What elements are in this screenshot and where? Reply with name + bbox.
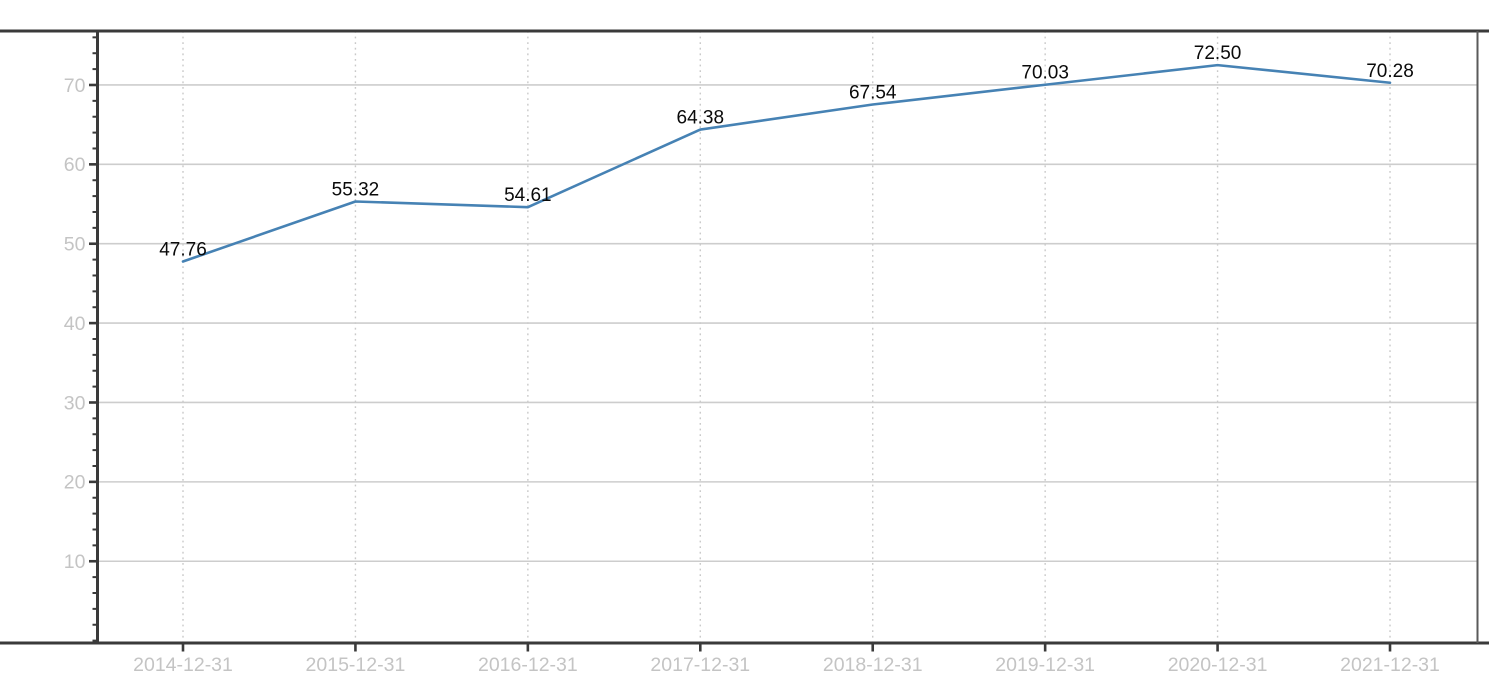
data-point-label: 70.28 [1366, 61, 1414, 82]
y-tick-label: 20 [64, 472, 86, 494]
x-tick-label: 2016-12-31 [478, 654, 578, 676]
x-tick-label: 2021-12-31 [1340, 654, 1440, 676]
y-tick-label: 60 [64, 154, 86, 176]
x-tick-label: 2018-12-31 [823, 654, 923, 676]
x-tick-label: 2014-12-31 [133, 654, 233, 676]
x-tick-label: 2020-12-31 [1168, 654, 1268, 676]
data-point-label: 55.32 [332, 180, 380, 201]
data-point-label: 72.50 [1194, 43, 1242, 64]
data-point-label: 70.03 [1021, 63, 1069, 84]
data-point-label: 54.61 [504, 185, 552, 206]
y-tick-label: 30 [64, 392, 86, 414]
y-tick-label: 70 [64, 75, 86, 97]
y-tick-label: 10 [64, 551, 86, 573]
series-line [181, 63, 1392, 263]
data-point-label: 64.38 [677, 108, 725, 129]
data-point-label: 67.54 [849, 83, 897, 104]
y-tick-label: 40 [64, 313, 86, 335]
x-tick-label: 2015-12-31 [306, 654, 406, 676]
y-tick-label: 50 [64, 234, 86, 256]
x-tick-label: 2019-12-31 [995, 654, 1095, 676]
x-tick-label: 2017-12-31 [650, 654, 750, 676]
data-point-label: 47.76 [159, 240, 207, 261]
